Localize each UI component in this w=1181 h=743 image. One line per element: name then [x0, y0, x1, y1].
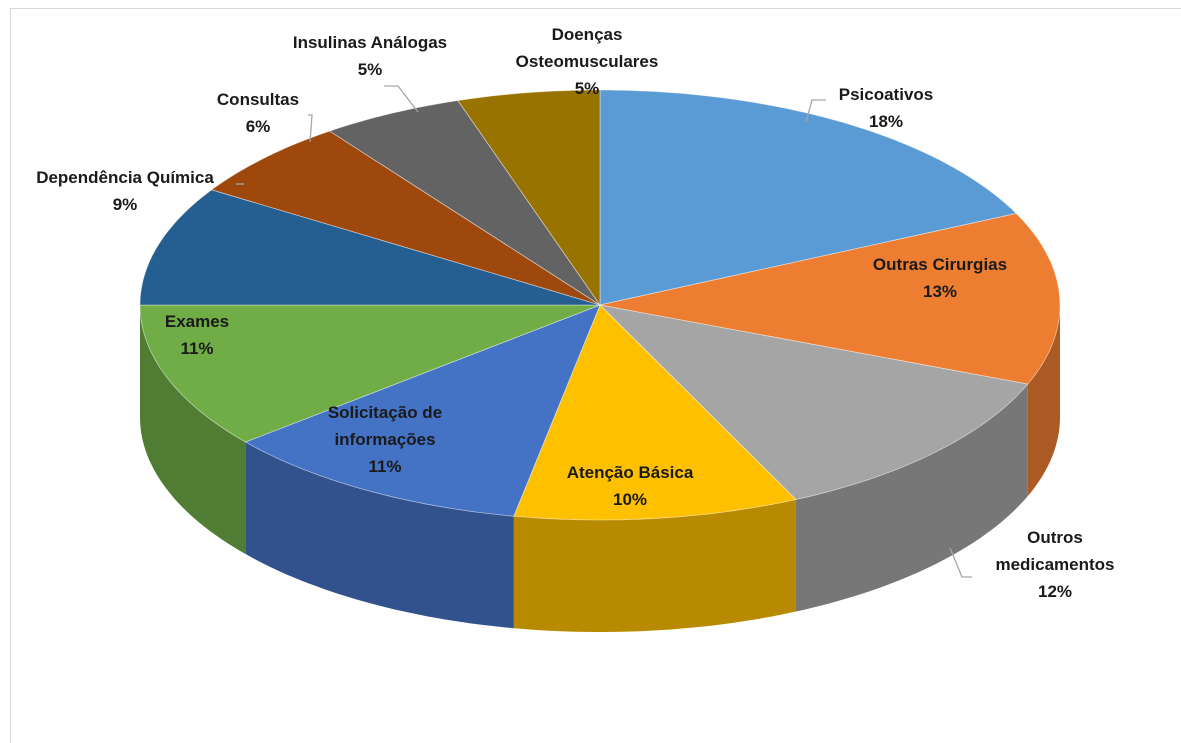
- category-label: Consultas: [217, 90, 299, 109]
- value-label: 6%: [246, 117, 271, 136]
- pie-tops: [139, 89, 1061, 521]
- category-label: Insulinas Análogas: [293, 33, 447, 52]
- category-label: Psicoativos: [839, 85, 934, 104]
- category-label: Atenção Básica: [567, 463, 694, 482]
- category-label: Dependência Química: [36, 168, 214, 187]
- slice-side: [140, 305, 246, 554]
- value-label: 11%: [180, 339, 213, 358]
- category-label-line: medicamentos: [995, 555, 1114, 574]
- slice: [210, 130, 601, 306]
- category-label: Doenças Osteomusculares: [516, 25, 659, 71]
- data-label: Outras Cirurgias 13%: [873, 255, 1007, 301]
- leader-line: [384, 85, 419, 113]
- slice: [513, 304, 797, 521]
- category-label: Outros medicamentos: [995, 528, 1114, 574]
- pie-sides: [140, 305, 1060, 632]
- slice-side-shade: [140, 305, 246, 554]
- value-label: 12%: [1038, 582, 1072, 601]
- slice: [328, 100, 601, 306]
- slice: [139, 189, 601, 306]
- slice-side: [513, 499, 796, 632]
- slice: [457, 89, 601, 307]
- category-label: Solicitação de informações: [328, 403, 442, 449]
- data-label: Outros medicamentos 12%: [995, 528, 1114, 601]
- category-label-line: Doenças: [552, 25, 623, 44]
- value-label: 5%: [575, 79, 600, 98]
- slice: [598, 304, 1029, 500]
- leader-line: [949, 547, 972, 578]
- category-label-line: Osteomusculares: [516, 52, 659, 71]
- category-label: Exames: [165, 312, 229, 331]
- category-label-line: informações: [334, 430, 435, 449]
- category-label-line: Outros: [1027, 528, 1083, 547]
- data-label: Atenção Básica 10%: [567, 463, 694, 509]
- data-label: Exames 11%: [165, 312, 229, 358]
- slice-side: [1027, 305, 1060, 497]
- leader-lines: [236, 85, 972, 578]
- value-label: 10%: [613, 490, 647, 509]
- leader-line: [805, 99, 826, 123]
- value-label: 13%: [923, 282, 957, 301]
- slice-side-shade: [795, 384, 1028, 612]
- data-label: Consultas 6%: [217, 90, 299, 136]
- value-label: 9%: [113, 195, 138, 214]
- category-label: Outras Cirurgias: [873, 255, 1007, 274]
- leader-line: [308, 114, 313, 143]
- slice: [139, 304, 601, 443]
- slice-side: [245, 442, 514, 629]
- slice: [599, 213, 1061, 385]
- data-labels: Psicoativos 18% Outras Cirurgias 13% Outros m…: [36, 25, 1114, 601]
- data-label: Insulinas Análogas 5%: [293, 33, 447, 79]
- category-label-line: Solicitação de: [328, 403, 442, 422]
- value-label: 11%: [368, 457, 401, 476]
- slice-side-shade: [1027, 305, 1060, 497]
- data-label: Psicoativos 18%: [839, 85, 934, 131]
- slice-side-shade: [513, 499, 796, 632]
- data-label: Solicitação de informações 11%: [328, 403, 442, 476]
- slice-side: [795, 384, 1028, 612]
- slice: [244, 304, 601, 517]
- slice-side-shade: [245, 442, 514, 629]
- slice: [599, 89, 1017, 306]
- value-label: 5%: [358, 60, 383, 79]
- value-label: 18%: [869, 112, 903, 131]
- data-label: Doenças Osteomusculares 5%: [516, 25, 659, 98]
- data-label: Dependência Química 9%: [36, 168, 214, 214]
